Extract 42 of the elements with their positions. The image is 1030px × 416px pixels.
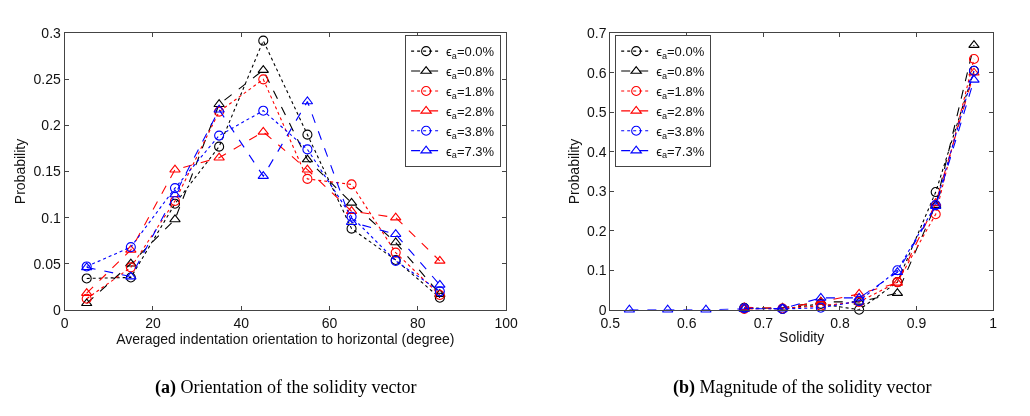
y-tick-label: 0.05	[33, 255, 62, 272]
x-tick-label: 0.7	[753, 314, 774, 331]
text: (b) Magnitude of the solidity vector	[673, 377, 932, 398]
y-tick-label: 0.3	[41, 25, 62, 42]
x-axis-title: Solidity	[779, 328, 825, 345]
legend-label: ϵ$_{a}$=3.8%	[656, 123, 705, 141]
legend-label: ϵ$_{a}$=3.8%	[446, 123, 495, 141]
y-axis-title: Probability	[565, 138, 582, 205]
y-tick-label: 0.6	[586, 64, 607, 81]
x-axis-title: Averaged indentation orientation to horizontal (degree)	[116, 330, 455, 347]
y-tick-label: 0.4	[586, 143, 607, 160]
y-tick-label: 0.3	[586, 183, 607, 200]
y-tick-label: 0.7	[586, 25, 607, 42]
y-tick-label: 0.2	[586, 222, 607, 239]
text: (a) Orientation of the solidity vector	[155, 377, 417, 398]
x-tick-label: 1	[989, 314, 998, 331]
x-tick-label: 40	[233, 314, 250, 331]
x-tick-label: 80	[409, 314, 426, 331]
legend-label: ϵ$_{a}$=0.0%	[656, 44, 705, 61]
legend-label: ϵ$_{a}$=7.3%	[656, 143, 705, 161]
x-tick-label: 20	[145, 314, 161, 331]
y-tick-label: 0.2	[41, 117, 62, 134]
y-tick-label: 0.15	[33, 163, 62, 180]
legend-label: ϵ$_{a}$=0.0%	[446, 44, 495, 61]
legend-label: ϵ$_{a}$=0.8%	[656, 64, 705, 81]
y-tick-label: 0.1	[41, 209, 62, 226]
legend-label: ϵ$_{a}$=2.8%	[446, 103, 495, 121]
x-tick-label: 0.8	[830, 314, 850, 331]
x-tick-label: 100	[494, 314, 518, 331]
y-tick-label: 0.25	[33, 71, 62, 88]
y-axis-title: Probability	[12, 138, 29, 205]
x-tick-label: 60	[321, 314, 338, 331]
legend-label: ϵ$_{a}$=2.8%	[656, 103, 705, 121]
legend-label: ϵ$_{a}$=0.8%	[446, 64, 495, 81]
y-tick-label: 0.5	[586, 104, 607, 121]
y-tick-label: 0	[53, 301, 62, 318]
legend-label: ϵ$_{a}$=1.8%	[656, 84, 705, 101]
y-tick-label: 0.1	[586, 262, 607, 279]
legend-label: ϵ$_{a}$=1.8%	[446, 84, 495, 101]
legend-label: ϵ$_{a}$=7.3%	[446, 143, 495, 161]
x-tick-label: 0.9	[906, 314, 927, 331]
x-tick-label: 0.6	[677, 314, 697, 331]
